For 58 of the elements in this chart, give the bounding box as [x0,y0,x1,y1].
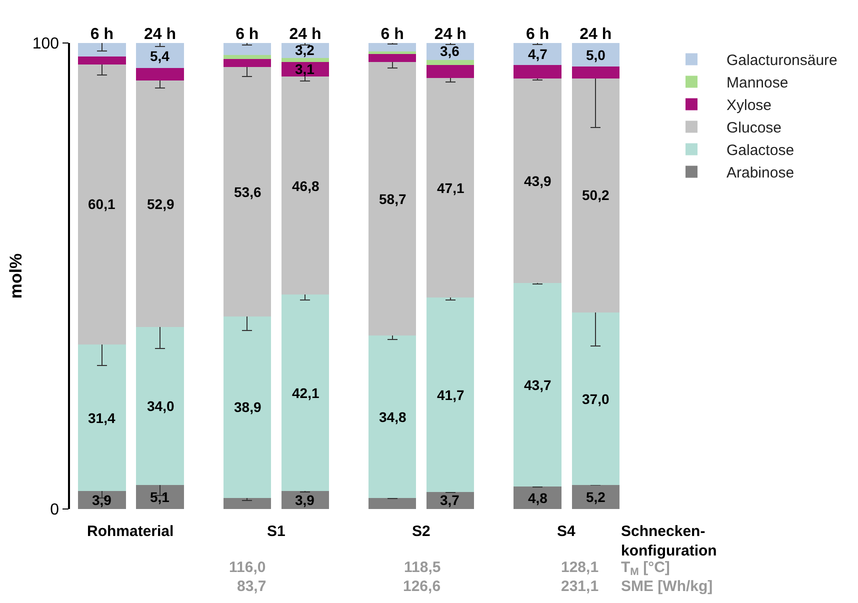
data-label: 43,9 [524,173,552,189]
data-label: 5,0 [586,47,606,63]
legend-label: Xylose [726,97,772,114]
text: 128,1 [561,559,599,576]
x-tick-label: 24 h [289,26,322,43]
x-tick-label: 6 h [236,26,259,43]
text: T$_{M}$ [°C] [621,559,670,578]
text: S1 [267,523,286,540]
data-label: 3,9 [92,492,112,508]
x-tick-label: 24 h [434,26,466,43]
data-label: 3,6 [440,43,460,59]
legend-label: Galactose [726,142,794,160]
legend-label: Mannose [726,74,788,92]
x-tick-label: 24 h [580,26,612,43]
data-label: 34,8 [379,409,406,425]
data-label: 41,7 [437,387,464,403]
text: S2 [412,523,430,540]
x-tick-label: 6 h [526,26,550,43]
y-axis-title: mol% [6,253,26,299]
text: 231,1 [561,578,599,595]
data-label: 4,7 [528,46,548,62]
data-label: 3,2 [295,42,315,58]
data-label: 5,4 [150,48,170,64]
data-label: 4,8 [528,490,548,506]
data-label: 52,9 [147,196,174,212]
text: S4 [557,523,576,540]
data-label: 3,7 [440,492,460,508]
data-label: 31,4 [88,410,116,426]
legend-label: Galacturonsäure [726,52,838,70]
x-tick-label: 24 h [144,26,176,43]
text: 83,7 [237,578,266,595]
text: Rohmaterial [87,523,174,540]
data-label: 60,1 [88,196,116,212]
data-label: 53,6 [234,184,262,200]
text: 126,6 [403,578,441,595]
data-label: 43,7 [524,377,552,393]
text: 116,0 [229,559,266,576]
data-label: 37,0 [582,391,610,407]
x-tick-label: 6 h [90,26,114,43]
y-tick-label: 0 [50,502,60,519]
legend-label: Arabinose [726,164,794,182]
y-tick-label: 100 [32,36,60,53]
data-label: 3,9 [295,492,315,508]
data-label: 58,7 [379,191,406,207]
data-label: 42,1 [292,385,320,401]
x-tick-label: 6 h [380,26,404,43]
data-label: 50,2 [582,187,610,203]
data-label: 38,9 [234,399,262,415]
data-label: 34,0 [147,398,174,414]
text: Schnecken- konfiguration [621,523,717,560]
text: 118,5 [404,559,441,576]
data-label: 46,8 [292,178,320,194]
data-label: 5,2 [586,489,606,505]
data-label: 47,1 [437,180,464,196]
data-label: 5,1 [150,489,170,505]
text: SME [Wh/kg] [621,578,713,595]
data-label: 3,1 [295,61,315,77]
legend-label: Glucose [726,120,782,137]
